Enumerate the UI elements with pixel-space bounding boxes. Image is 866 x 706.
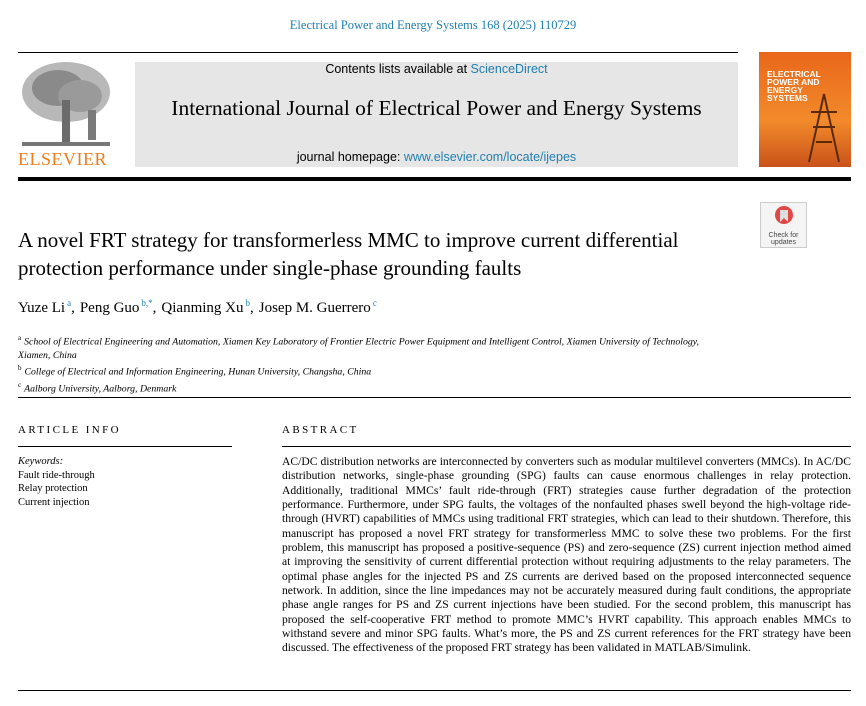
author-affiliation: c [372,298,377,308]
citation: Electrical Power and Energy Systems 168 … [289,18,577,32]
author-affiliation: b,* [141,298,153,308]
publisher-name: ELSEVIER [18,149,107,169]
contents-line: Contents lists available at ScienceDirec… [135,62,738,76]
check-updates[interactable]: Check for updates [760,202,807,248]
author-affiliation: a [67,298,72,308]
abstract-heading: ABSTRACT [282,424,359,436]
affiliation-label: b [18,364,22,373]
author-affiliation: b [245,298,251,308]
author-separator: , [250,300,254,316]
cover-pylon [808,93,840,163]
affiliation-text: School of Electrical Engineering and Aut… [18,336,700,361]
author-name: Peng Guo [79,300,140,316]
rule [18,397,851,398]
rule [18,446,232,447]
authors: Yuze Li a, Peng Guo b,*, Qianming Xu b, Josep … [18,298,377,317]
abstract-text: AC/DC distribution networks are intercon… [282,455,851,655]
keyword: Relay protection [18,483,88,494]
author-name: Qianming Xu [161,300,244,316]
journal-banner [135,62,738,167]
author-name: Josep M. Guerrero [258,300,371,316]
article-title: A novel FRT strategy for transformerless… [18,228,679,280]
author-separator: , [152,300,157,316]
keywords: Keywords: Fault ride-through Relay protec… [18,455,95,509]
author-separator: , [71,300,75,316]
keyword: Fault ride-through [18,469,95,481]
affiliation: c Aalborg University, Aalborg, Denmark [18,379,718,396]
keywords-label: Keywords: [18,456,64,467]
article-info-heading: ARTICLE INFO [18,424,121,436]
contents-text: Contents lists available at [325,62,468,76]
rule [282,446,851,447]
affiliation: a School of Electrical Engineering and Au… [18,332,718,362]
affiliation-text: Aalborg University, Aalborg, Denmark [24,383,177,395]
rule [18,690,851,691]
cover-title: ELECTRICAL POWER AND ENERGY SYSTEMS [767,69,821,103]
check-updates-text: Check for updates [768,232,799,246]
rule [18,52,738,53]
check-icon [774,206,793,224]
affiliation-label: a [18,334,22,342]
affiliation-label: c [18,381,22,390]
affiliation: b College of Electrical and Information E… [18,362,718,379]
affiliations: a School of Electrical Engineering and Au… [18,332,718,396]
sciencedirect-link[interactable]: ScienceDirect [470,62,548,76]
journal-title: International Journal of Electrical Powe… [171,96,702,120]
publisher-logo [18,60,114,152]
homepage-line: journal homepage: www.elsevier.com/locat… [135,150,738,164]
journal-cover: ELECTRICAL POWER AND ENERGY SYSTEMS [759,52,851,167]
author-name: Yuze Li [18,300,66,316]
rule [18,177,851,181]
keyword: Current injection [18,496,90,508]
homepage-link[interactable]: www.elsevier.com/locate/ijepes [403,150,577,164]
homepage-label: journal homepage: [296,150,401,164]
affiliation-text: College of Electrical and Information En… [24,366,372,378]
